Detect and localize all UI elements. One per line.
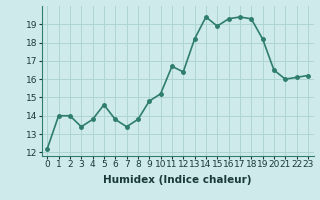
X-axis label: Humidex (Indice chaleur): Humidex (Indice chaleur) xyxy=(103,175,252,185)
